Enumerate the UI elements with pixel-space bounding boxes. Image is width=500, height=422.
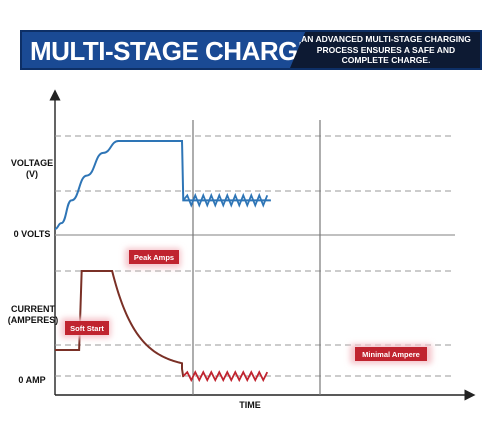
current-minimal-zigzag — [182, 370, 269, 383]
banner-subtitle: AN ADVANCED MULTI-STAGE CHARGING PROCESS… — [298, 34, 474, 66]
callout-box — [65, 321, 109, 335]
minimal-ampere-label: Minimal Ampere — [362, 350, 420, 359]
callout-box — [355, 347, 427, 361]
current-unit-line: (AMPERES) — [7, 315, 59, 325]
time-axis-label: TIME — [239, 400, 261, 410]
banner-subtitle-line: PROCESS ENSURES A SAFE AND — [316, 44, 456, 55]
peak-amps-label: Peak Amps — [134, 253, 174, 262]
title-banner: MULTI-STAGE CHARGE AN ADVANCED MULTI-STA… — [20, 30, 482, 70]
banner-title: MULTI-STAGE CHARGE — [30, 36, 315, 66]
callout-box — [129, 250, 179, 264]
current-curve — [55, 269, 185, 378]
soft-start-callout: Soft Start — [61, 318, 111, 338]
current-axis-label: CURRENT (AMPERES) — [2, 304, 64, 326]
voltage-float-zigzag — [182, 192, 269, 208]
voltage-unit-line: (V) — [26, 169, 38, 179]
peak-amps-callout: Peak Amps — [125, 248, 181, 268]
banner-subtitle-line: COMPLETE CHARGE. — [341, 55, 431, 65]
minimal-ampere-callout: Minimal Ampere — [350, 344, 432, 364]
banner-subtitle-line: AN ADVANCED MULTI-STAGE CHARGING — [301, 34, 471, 44]
soft-start-label: Soft Start — [70, 324, 104, 333]
banner-subtitle-panel — [290, 32, 480, 68]
voltage-curve — [54, 139, 271, 231]
zero-volts-label: 0 VOLTS — [13, 229, 51, 239]
current-label-line: CURRENT — [11, 304, 55, 314]
voltage-label-line: VOLTAGE — [10, 158, 54, 168]
voltage-axis-label: VOLTAGE (V) — [8, 158, 56, 180]
zero-amp-label: 0 AMP — [18, 375, 46, 385]
